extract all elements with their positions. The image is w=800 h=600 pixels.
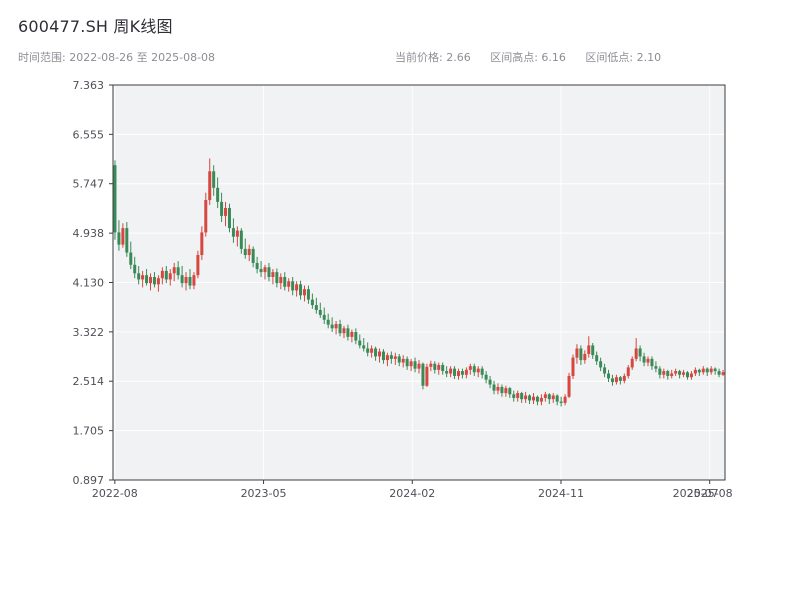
svg-text:4.938: 4.938 (73, 227, 105, 240)
svg-text:3.322: 3.322 (73, 326, 105, 339)
svg-text:2.514: 2.514 (73, 375, 105, 388)
date-range-label: 时间范围: 2022-08-26 至 2025-08-08 (18, 51, 216, 64)
page-title: 600477.SH 周K线图 (18, 17, 173, 36)
svg-text:1.705: 1.705 (73, 425, 105, 438)
svg-text:0.897: 0.897 (73, 474, 105, 487)
svg-text:5.747: 5.747 (73, 178, 105, 191)
price-stats: 当前价格: 2.66 区间高点: 6.16 区间低点: 2.10 (395, 49, 677, 65)
svg-text:4.130: 4.130 (73, 277, 105, 290)
stat-range-low: 区间低点: 2.10 (585, 51, 662, 64)
stat-current-price: 当前价格: 2.66 (395, 51, 471, 64)
svg-text:6.555: 6.555 (73, 128, 105, 141)
svg-text:2022-08: 2022-08 (92, 487, 138, 500)
svg-text:2025-07: 2025-07 (673, 487, 719, 500)
svg-text:2023-05: 2023-05 (241, 487, 287, 500)
svg-text:2024-11: 2024-11 (538, 487, 584, 500)
svg-text:2025-08: 2025-08 (687, 487, 733, 500)
stat-range-high: 区间高点: 6.16 (490, 51, 566, 64)
svg-text:7.363: 7.363 (73, 79, 105, 92)
svg-text:2024-02: 2024-02 (389, 487, 435, 500)
